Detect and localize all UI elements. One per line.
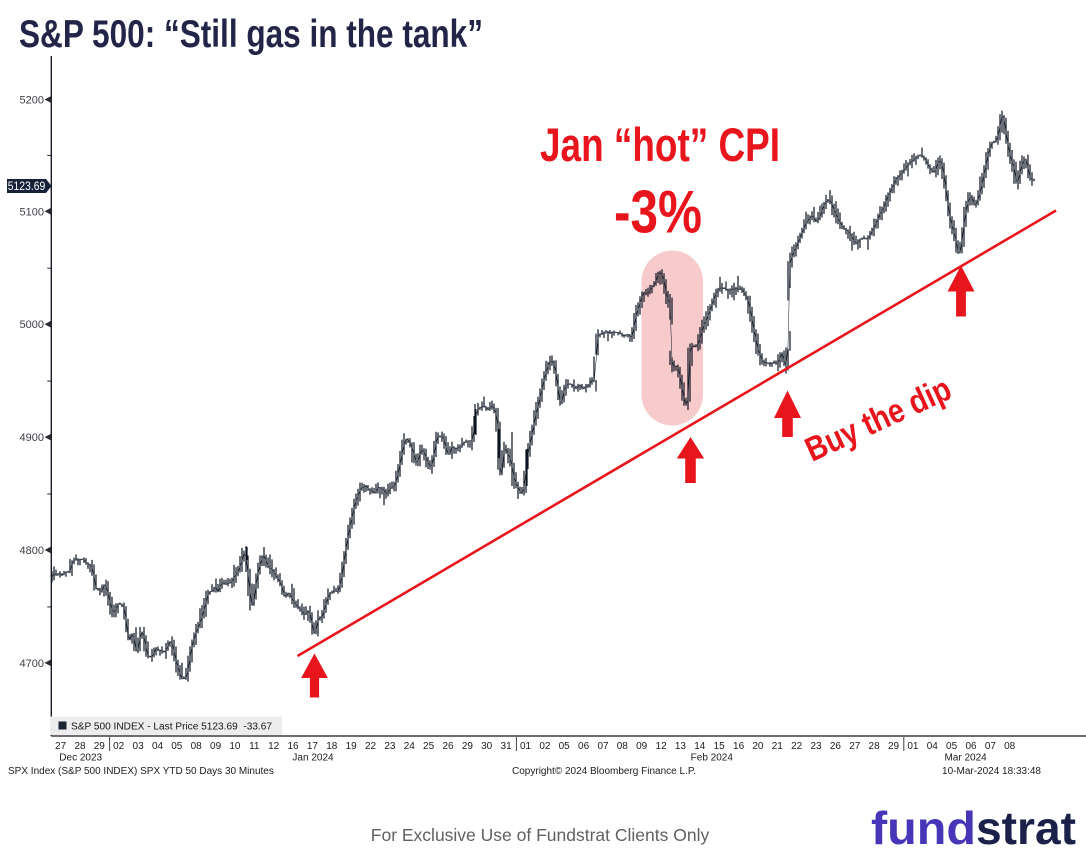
svg-text:5100: 5100 xyxy=(20,206,44,218)
svg-text:20: 20 xyxy=(752,741,764,752)
svg-text:SPX Index (S&P 500 INDEX) SPX: SPX Index (S&P 500 INDEX) SPX YTD 50 Day… xyxy=(8,766,274,777)
svg-text:01: 01 xyxy=(520,741,532,752)
svg-text:27: 27 xyxy=(849,741,861,752)
svg-text:18: 18 xyxy=(326,741,338,752)
svg-text:Mar 2024: Mar 2024 xyxy=(944,753,987,764)
svg-text:10-Mar-2024 18:33:48: 10-Mar-2024 18:33:48 xyxy=(942,766,1041,777)
svg-text:For Exclusive Use of Fundstrat: For Exclusive Use of Fundstrat Clients O… xyxy=(371,825,710,845)
svg-text:22: 22 xyxy=(791,741,803,752)
svg-text:22: 22 xyxy=(365,741,377,752)
svg-text:25: 25 xyxy=(423,741,435,752)
svg-text:09: 09 xyxy=(210,741,222,752)
svg-text:31: 31 xyxy=(501,741,513,752)
svg-text:17: 17 xyxy=(307,741,319,752)
svg-text:Copyright© 2024 Bloomberg Fina: Copyright© 2024 Bloomberg Finance L.P. xyxy=(512,766,696,777)
svg-text:05: 05 xyxy=(559,741,571,752)
svg-text:5000: 5000 xyxy=(20,319,44,331)
svg-text:13: 13 xyxy=(675,741,687,752)
svg-text:03: 03 xyxy=(133,741,145,752)
svg-text:26: 26 xyxy=(830,741,842,752)
svg-text:11: 11 xyxy=(249,741,260,752)
svg-text:19: 19 xyxy=(346,741,358,752)
svg-text:02: 02 xyxy=(539,741,551,752)
svg-text:4900: 4900 xyxy=(20,432,44,444)
svg-text:24: 24 xyxy=(404,741,416,752)
svg-text:08: 08 xyxy=(617,741,629,752)
svg-text:16: 16 xyxy=(733,741,745,752)
svg-text:07: 07 xyxy=(597,741,609,752)
svg-text:Jan “hot” CPI: Jan “hot” CPI xyxy=(540,118,780,171)
svg-text:12: 12 xyxy=(656,741,668,752)
svg-text:04: 04 xyxy=(927,741,939,752)
svg-text:10: 10 xyxy=(229,741,241,752)
svg-text:08: 08 xyxy=(191,741,203,752)
svg-text:14: 14 xyxy=(694,741,706,752)
svg-text:30: 30 xyxy=(481,741,493,752)
svg-text:strat: strat xyxy=(976,802,1076,854)
svg-text:08: 08 xyxy=(1004,741,1016,752)
svg-text:04: 04 xyxy=(152,741,164,752)
svg-text:4700: 4700 xyxy=(20,658,44,670)
svg-text:Dec 2023: Dec 2023 xyxy=(59,753,102,764)
svg-text:23: 23 xyxy=(384,741,396,752)
svg-text:21: 21 xyxy=(772,741,784,752)
svg-text:06: 06 xyxy=(965,741,977,752)
svg-text:4800: 4800 xyxy=(20,545,44,557)
svg-text:15: 15 xyxy=(714,741,726,752)
svg-text:12: 12 xyxy=(268,741,280,752)
svg-text:5123.69: 5123.69 xyxy=(8,181,46,193)
svg-text:29: 29 xyxy=(888,741,900,752)
svg-text:-3%: -3% xyxy=(614,179,702,246)
svg-text:06: 06 xyxy=(578,741,590,752)
svg-text:09: 09 xyxy=(636,741,648,752)
svg-text:26: 26 xyxy=(442,741,454,752)
svg-text:Jan 2024: Jan 2024 xyxy=(292,753,334,764)
svg-text:16: 16 xyxy=(287,741,299,752)
svg-text:29: 29 xyxy=(94,741,106,752)
svg-text:23: 23 xyxy=(810,741,822,752)
svg-text:28: 28 xyxy=(74,741,86,752)
svg-text:Feb 2024: Feb 2024 xyxy=(691,753,734,764)
svg-text:01: 01 xyxy=(907,741,919,752)
svg-text:S&P 500: “Still gas in the tan: S&P 500: “Still gas in the tank” xyxy=(19,13,483,56)
svg-text:27: 27 xyxy=(55,741,67,752)
svg-text:05: 05 xyxy=(171,741,183,752)
svg-text:S&P 500 INDEX - Last Price 512: S&P 500 INDEX - Last Price 5123.69 -33.6… xyxy=(71,722,272,733)
svg-text:02: 02 xyxy=(113,741,125,752)
svg-text:29: 29 xyxy=(462,741,474,752)
svg-text:5200: 5200 xyxy=(20,95,44,107)
svg-text:05: 05 xyxy=(946,741,958,752)
svg-text:28: 28 xyxy=(869,741,881,752)
svg-text:fund: fund xyxy=(871,802,976,854)
svg-text:07: 07 xyxy=(985,741,997,752)
